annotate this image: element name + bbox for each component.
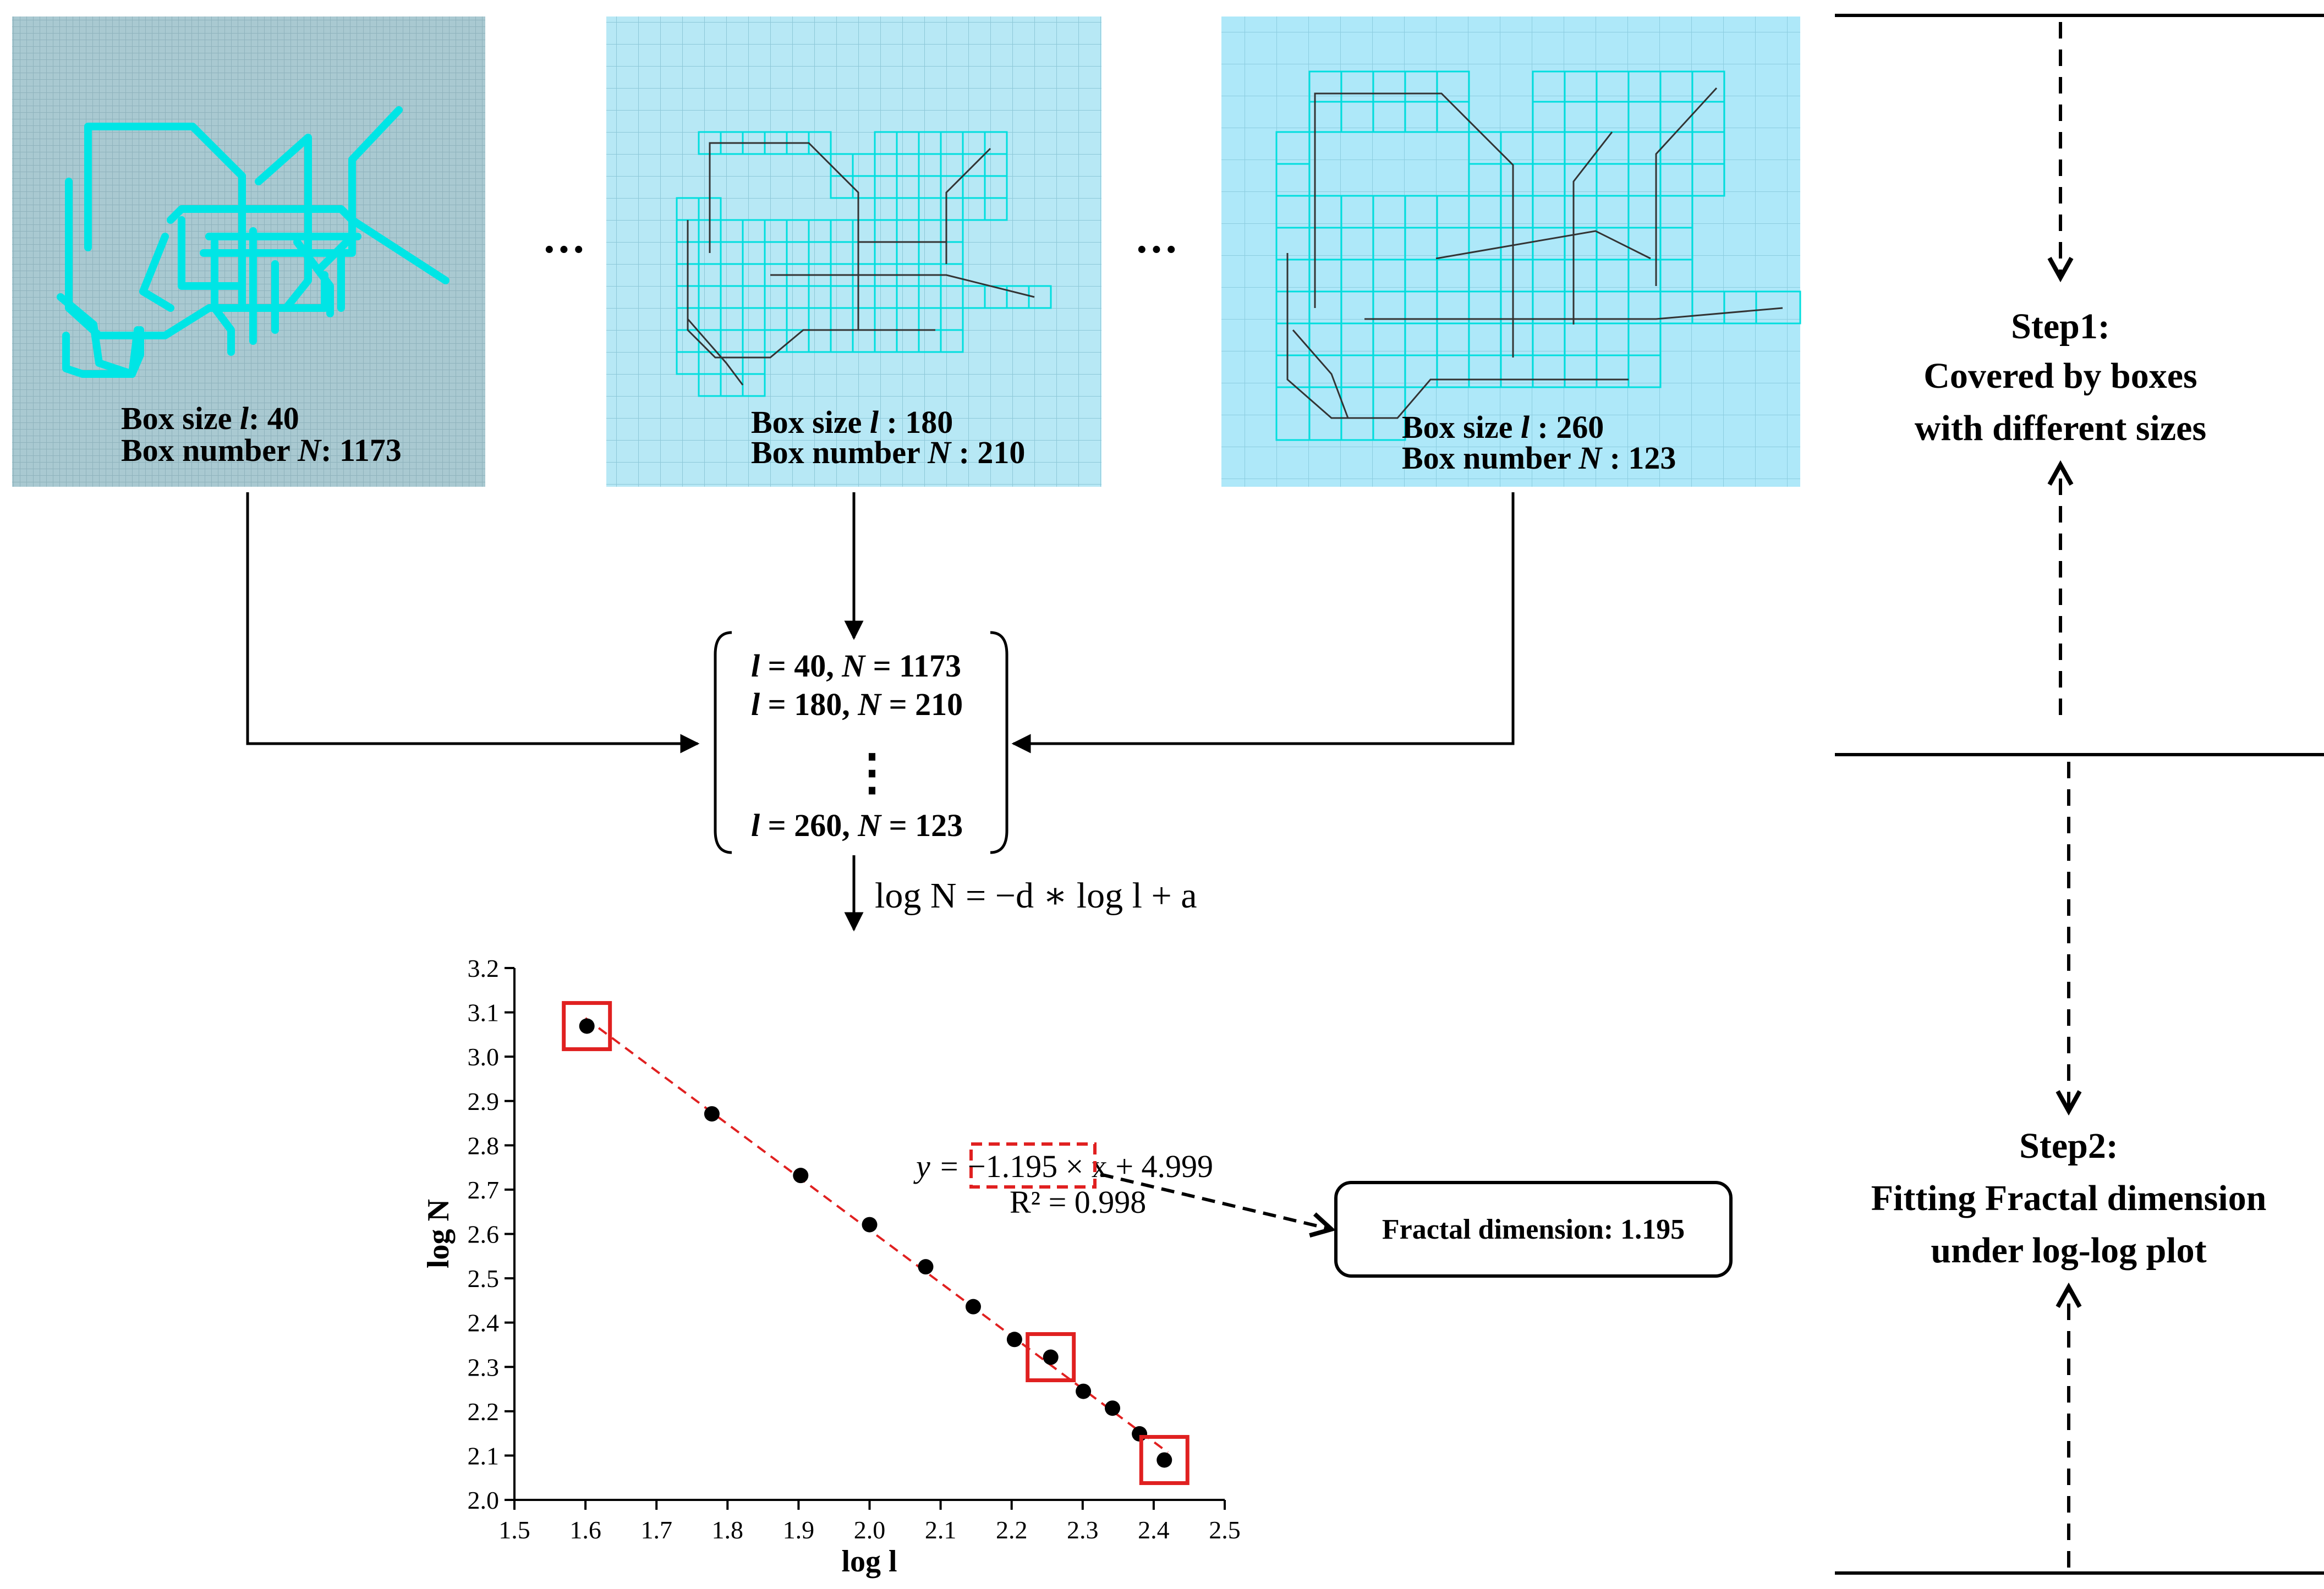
regression-formula: log N = −d ∗ log l + a <box>875 876 1197 916</box>
fit-r2-text: R² = 0.998 <box>1010 1184 1146 1220</box>
y-tick-label: 2.7 <box>468 1176 500 1204</box>
x-tick-label: 1.6 <box>569 1516 601 1544</box>
panel-1-size-text: Box size l: 40 <box>121 400 299 436</box>
panel-1-network <box>57 106 450 378</box>
x-tick-label: 1.9 <box>783 1516 815 1544</box>
panel-box-size-180: Box size l : 180 Box number N : 210 <box>606 17 1101 487</box>
y-tick-label: 3.2 <box>468 954 500 982</box>
fractal-dimension-result: Fractal dimension: 1.195 <box>1334 1181 1733 1278</box>
highlight-boxes <box>562 1001 1190 1485</box>
data-point <box>1006 1332 1022 1348</box>
arrow-slope-to-result <box>1100 1173 1331 1229</box>
panel-2-size-text: Box size l : 180 <box>751 404 953 440</box>
ellipsis-1: ··· <box>542 226 586 274</box>
y-tick-label: 3.1 <box>468 999 500 1027</box>
matrix-row-3: l = 260, N = 123 <box>751 807 963 843</box>
fit-equation-text: y = −1.195 × x + 4.999 <box>913 1148 1213 1184</box>
x-tick-label: 2.5 <box>1209 1516 1241 1544</box>
panel-3-boxes <box>1275 70 1801 441</box>
panel-3-network <box>1286 87 1783 419</box>
data-matrix: l = 40, N = 1173 l = 180, N = 210 ⋮ l = … <box>714 631 1008 854</box>
data-point <box>862 1217 878 1233</box>
matrix-right-bracket <box>990 631 1008 854</box>
x-tick-label: 1.8 <box>712 1516 744 1544</box>
panel-1-number-text: Box number N: 1173 <box>121 432 402 468</box>
slope-highlight-box <box>969 1142 1097 1189</box>
result-text: Fractal dimension: 1.195 <box>1382 1214 1685 1245</box>
x-axis-ticks: 1.5 1.6 1.7 1.8 1.9 2.0 2.1 2.2 2.3 2.4 2.5 <box>498 1500 1241 1544</box>
data-point <box>918 1259 934 1275</box>
x-tick-label: 2.2 <box>996 1516 1028 1544</box>
y-tick-label: 2.4 <box>468 1309 500 1337</box>
step-column: Step1: Covered by boxes with different s… <box>1835 14 2324 1575</box>
data-point <box>579 1018 595 1034</box>
matrix-row-2: l = 180, N = 210 <box>751 686 963 722</box>
matrix-vertical-dots: ⋮ <box>847 746 897 800</box>
y-tick-label: 3.0 <box>468 1043 500 1071</box>
y-tick-label: 2.3 <box>468 1353 500 1381</box>
x-tick-label: 2.3 <box>1067 1516 1099 1544</box>
y-tick-label: 2.2 <box>468 1398 500 1426</box>
step1-line1: Covered by boxes <box>1923 356 2197 396</box>
matrix-left-bracket <box>714 631 732 854</box>
x-tick-label: 1.7 <box>640 1516 672 1544</box>
step2-line1: Fitting Fractal dimension <box>1871 1178 2267 1218</box>
x-axis-label: log l <box>841 1544 897 1579</box>
arrow-panel-3-to-matrix <box>1011 492 1515 754</box>
x-tick-label: 2.1 <box>925 1516 957 1544</box>
highlight-box <box>562 1001 612 1052</box>
data-point <box>965 1299 981 1315</box>
panel-2-network <box>687 142 1035 386</box>
y-tick-label: 2.5 <box>468 1264 500 1293</box>
data-point <box>1156 1452 1172 1468</box>
highlight-box <box>1026 1332 1076 1383</box>
data-point <box>1043 1349 1059 1365</box>
panel-3-grid <box>1221 17 1800 487</box>
data-points <box>579 1018 1172 1468</box>
x-tick-label: 2.4 <box>1138 1516 1170 1544</box>
y-tick-label: 2.0 <box>468 1486 500 1514</box>
y-axis-label: log N <box>421 1199 456 1268</box>
ellipsis-2: ··· <box>1134 226 1179 274</box>
panel-3-size-text: Box size l : 260 <box>1402 409 1604 445</box>
y-tick-label: 2.8 <box>468 1131 500 1159</box>
step2-line2: under log-log plot <box>1931 1230 2206 1271</box>
connector-arrows <box>246 492 1515 932</box>
x-tick-label: 1.5 <box>498 1516 530 1544</box>
result-box <box>1334 1181 1733 1278</box>
panel-3-number-text: Box number N : 123 <box>1402 440 1676 476</box>
step1-title: Step1: <box>2011 306 2110 347</box>
data-point <box>1076 1383 1092 1399</box>
matrix-row-1: l = 40, N = 1173 <box>751 648 961 684</box>
arrow-panel-1-to-matrix <box>246 492 700 754</box>
y-axis-ticks: 2.0 2.1 2.2 2.3 2.4 2.5 2.6 2.7 2.8 2.9 3.0 3.1 3.2 <box>468 954 514 1514</box>
data-point <box>793 1168 809 1184</box>
x-tick-label: 2.0 <box>854 1516 886 1544</box>
y-tick-label: 2.6 <box>468 1220 500 1249</box>
data-point <box>704 1106 720 1122</box>
panel-2-number-text: Box number N : 210 <box>751 435 1025 470</box>
highlight-box <box>1139 1434 1190 1485</box>
panel-box-size-260: Box size l : 260 Box number N : 123 <box>1221 17 1801 487</box>
data-point <box>1105 1400 1121 1416</box>
step1-line2: with different sizes <box>1915 408 2206 448</box>
panel-2-grid <box>606 17 1101 487</box>
y-tick-label: 2.9 <box>468 1087 500 1115</box>
fit-line <box>584 1017 1169 1454</box>
log-log-chart: 1.5 1.6 1.7 1.8 1.9 2.0 2.1 2.2 2.3 2.4 2.5 2.0 2.1… <box>421 954 1241 1579</box>
step2-title: Step2: <box>2019 1126 2118 1166</box>
y-tick-label: 2.1 <box>468 1442 500 1470</box>
fit-equation: y = −1.195 × x + 4.999 R² = 0.998 <box>913 1142 1331 1229</box>
panel-box-size-40: Box size l: 40 Box number N: 1173 <box>12 17 485 487</box>
